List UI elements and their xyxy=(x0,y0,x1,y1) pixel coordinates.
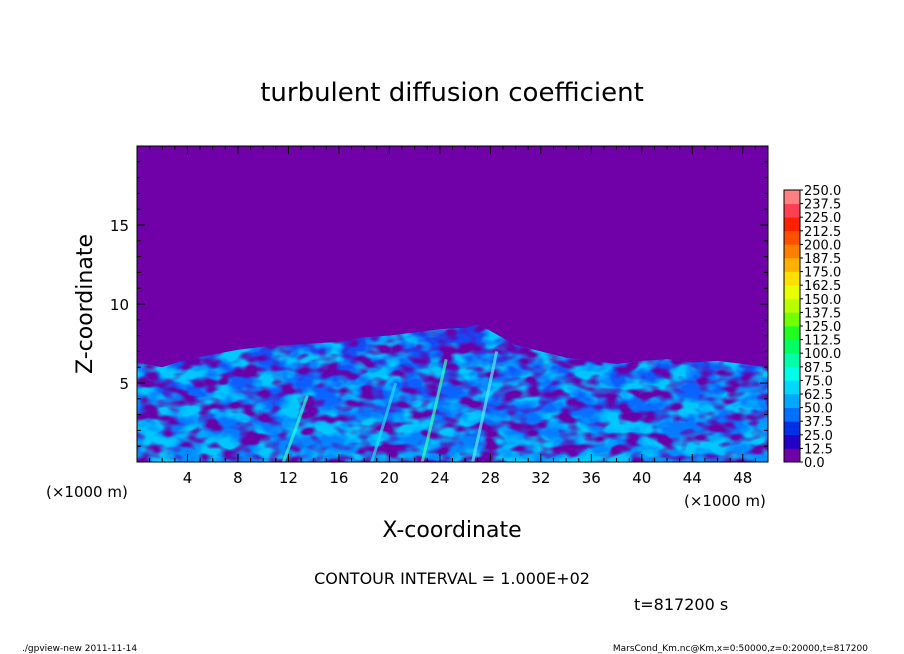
colorbar-swatch xyxy=(784,407,800,422)
colorbar-label: 37.5 xyxy=(804,415,833,430)
colorbar-label: 0.0 xyxy=(804,456,825,471)
colorbar-swatch xyxy=(784,339,800,354)
colorbar-swatch xyxy=(784,203,800,218)
y-tick-label: 15 xyxy=(110,217,129,235)
colorbar-label: 100.0 xyxy=(804,347,841,362)
colorbar-label: 237.5 xyxy=(804,198,841,213)
colorbar-swatch xyxy=(784,285,800,300)
colorbar-label: 87.5 xyxy=(804,361,833,376)
footer-left: ./gpview-new 2011-11-14 xyxy=(22,644,137,654)
colorbar-label: 187.5 xyxy=(804,252,841,267)
x-tick-label: 44 xyxy=(683,469,702,487)
colorbar-swatch xyxy=(784,421,800,436)
plot-area xyxy=(137,146,768,462)
y-axis-label: Z-coordinate xyxy=(73,234,98,374)
colorbar-label: 225.0 xyxy=(804,211,841,226)
y-axis: 5 10 15 xyxy=(110,161,768,447)
colorbar-label: 125.0 xyxy=(804,320,841,335)
colorbar-swatch xyxy=(784,380,800,395)
colorbar-swatch xyxy=(784,312,800,327)
plume-streak xyxy=(370,382,398,462)
colorbar-swatch xyxy=(784,230,800,245)
plume-streak xyxy=(420,358,448,462)
colorbar-swatch xyxy=(784,326,800,340)
y-tick-label: 10 xyxy=(110,296,129,314)
colorbar-label: 162.5 xyxy=(804,279,841,294)
colorbar-swatch xyxy=(784,217,800,232)
colorbar: 0.012.525.037.550.062.575.087.5100.0112.… xyxy=(783,184,841,471)
y-tick-label: 5 xyxy=(119,375,129,393)
colorbar-swatch xyxy=(784,353,800,368)
colorbar-label: 50.0 xyxy=(804,402,833,417)
colorbar-swatch xyxy=(784,271,800,286)
colorbar-swatch xyxy=(784,434,800,449)
x-axis: 4 8 12 16 20 24 28 32 36 40 44 48 xyxy=(149,146,756,487)
colorbar-swatch xyxy=(784,394,800,408)
x-tick-label: 12 xyxy=(279,469,298,487)
colorbar-swatch xyxy=(784,448,800,463)
colorbar-swatch xyxy=(784,190,800,204)
time-label: t=817200 s xyxy=(634,595,728,614)
plume-streak xyxy=(281,395,309,462)
x-unit-right: (×1000 m) xyxy=(684,492,766,510)
x-tick-label: 48 xyxy=(733,469,752,487)
x-axis-label: X-coordinate xyxy=(382,518,521,543)
colorbar-label: 212.5 xyxy=(804,225,841,240)
colorbar-label: 112.5 xyxy=(804,334,841,349)
plume-streak xyxy=(471,351,499,462)
colorbar-swatch xyxy=(784,244,800,259)
x-unit-left: (×1000 m) xyxy=(46,483,128,501)
colorbar-label: 175.0 xyxy=(804,266,841,281)
colorbar-swatch xyxy=(784,258,800,272)
colorbar-label: 137.5 xyxy=(804,306,841,321)
x-tick-label: 36 xyxy=(582,469,601,487)
colorbar-label: 200.0 xyxy=(804,238,841,253)
colorbar-label: 62.5 xyxy=(804,388,833,403)
colorbar-label: 250.0 xyxy=(804,184,841,199)
x-tick-label: 16 xyxy=(329,469,348,487)
x-tick-label: 32 xyxy=(531,469,550,487)
colorbar-label: 150.0 xyxy=(804,293,841,308)
colorbar-swatch xyxy=(784,298,800,313)
colorbar-label: 75.0 xyxy=(804,374,833,389)
x-tick-label: 8 xyxy=(233,469,243,487)
colorbar-label: 12.5 xyxy=(804,442,833,457)
x-tick-label: 4 xyxy=(183,469,193,487)
x-tick-label: 40 xyxy=(632,469,651,487)
colorbar-swatch xyxy=(784,366,800,381)
contour-interval: CONTOUR INTERVAL = 1.000E+02 xyxy=(314,569,590,588)
chart-title: turbulent diffusion coefficient xyxy=(260,78,644,108)
x-tick-label: 24 xyxy=(430,469,449,487)
footer-right: MarsCond_Km.nc@Km,x=0:50000,z=0:20000,t=… xyxy=(613,644,868,654)
x-tick-label: 20 xyxy=(380,469,399,487)
colorbar-label: 25.0 xyxy=(804,429,833,444)
x-tick-label: 28 xyxy=(481,469,500,487)
